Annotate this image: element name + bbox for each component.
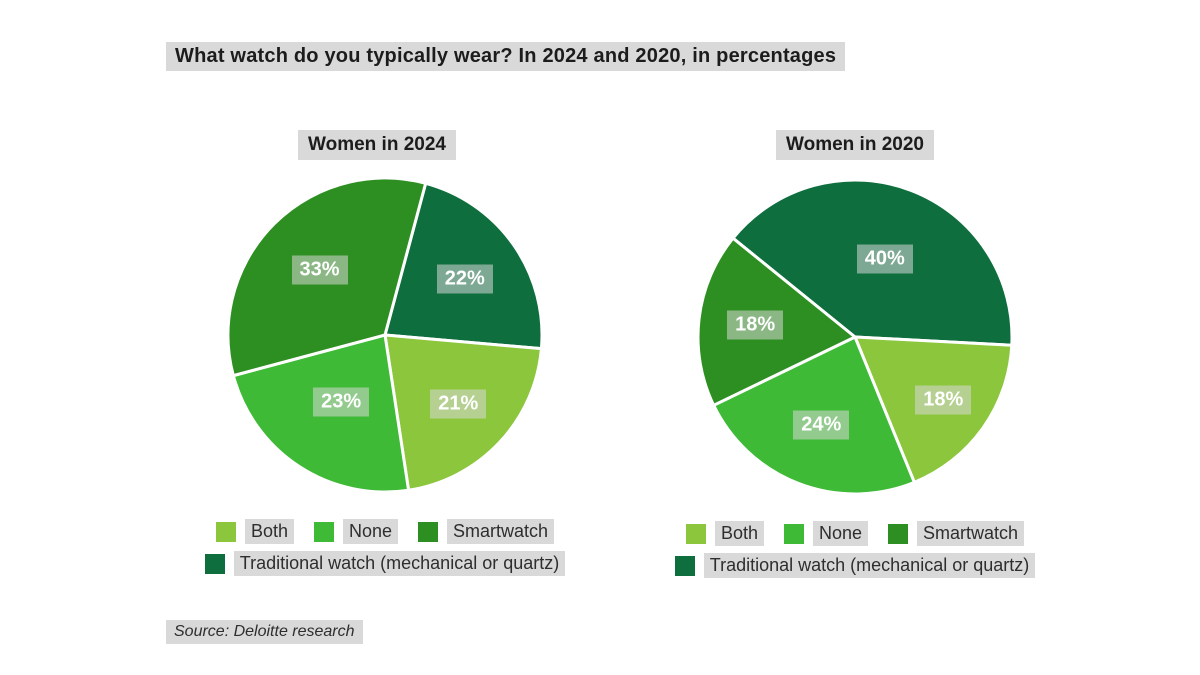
legend-label-traditional: Traditional watch (mechanical or quartz) (233, 551, 566, 576)
legend-row: Both None Smartwatch (685, 521, 1025, 546)
pie-title-women-2020: Women in 2020 (776, 130, 934, 160)
pie-title-women-2024: Women in 2024 (298, 130, 456, 160)
pie-svg (226, 176, 544, 494)
pie-value-label-both: 18% (915, 385, 972, 415)
legend-row: Both None Smartwatch (215, 519, 555, 544)
legend-item-smartwatch: Smartwatch (888, 521, 1025, 546)
legend-swatch-both (685, 523, 706, 544)
legend-label-traditional: Traditional watch (mechanical or quartz) (703, 553, 1036, 578)
legend-swatch-none (783, 523, 804, 544)
source-note: Source: Deloitte research (166, 620, 363, 644)
legend-women-2020: Both None Smartwatch Traditional watch (mec… (595, 521, 1115, 578)
legend-label-smartwatch: Smartwatch (917, 521, 1025, 546)
legend-label-both: Both (244, 519, 294, 544)
legend-item-none: None (313, 519, 399, 544)
pie-value-label-none: 24% (793, 410, 850, 440)
pie-chart-women-2020: 40% 18% 24% 18% (695, 177, 1015, 497)
legend-label-both: Both (714, 521, 764, 546)
pie-value-label-smartwatch: 33% (291, 255, 348, 284)
legend-item-traditional: Traditional watch (mechanical or quartz) (674, 553, 1036, 578)
legend-item-traditional: Traditional watch (mechanical or quartz) (204, 551, 566, 576)
legend-item-none: None (783, 521, 869, 546)
legend-swatch-none (313, 521, 334, 542)
legend-label-none: None (812, 521, 869, 546)
legend-women-2024: Both None Smartwatch Traditional watch (mec… (125, 519, 645, 576)
legend-swatch-traditional (204, 553, 225, 574)
pie-value-label-none: 23% (313, 387, 370, 417)
legend-row: Traditional watch (mechanical or quartz) (674, 553, 1036, 578)
legend-swatch-both (215, 521, 236, 542)
legend-swatch-smartwatch (888, 523, 909, 544)
legend-row: Traditional watch (mechanical or quartz) (204, 551, 566, 576)
pie-value-label-smartwatch: 18% (727, 310, 784, 340)
legend-item-both: Both (685, 521, 764, 546)
chart-title: What watch do you typically wear? In 202… (166, 42, 846, 71)
legend-item-both: Both (215, 519, 294, 544)
pie-value-label-both: 21% (430, 389, 487, 419)
legend-swatch-smartwatch (418, 521, 439, 542)
pie-value-label-traditional: 22% (436, 264, 493, 294)
pie-chart-women-2024: 22% 21% 23% 33% (225, 175, 545, 495)
legend-swatch-traditional (674, 555, 695, 576)
legend-label-none: None (342, 519, 399, 544)
legend-label-smartwatch: Smartwatch (447, 519, 555, 544)
legend-item-smartwatch: Smartwatch (418, 519, 555, 544)
pie-value-label-traditional: 40% (856, 244, 913, 274)
